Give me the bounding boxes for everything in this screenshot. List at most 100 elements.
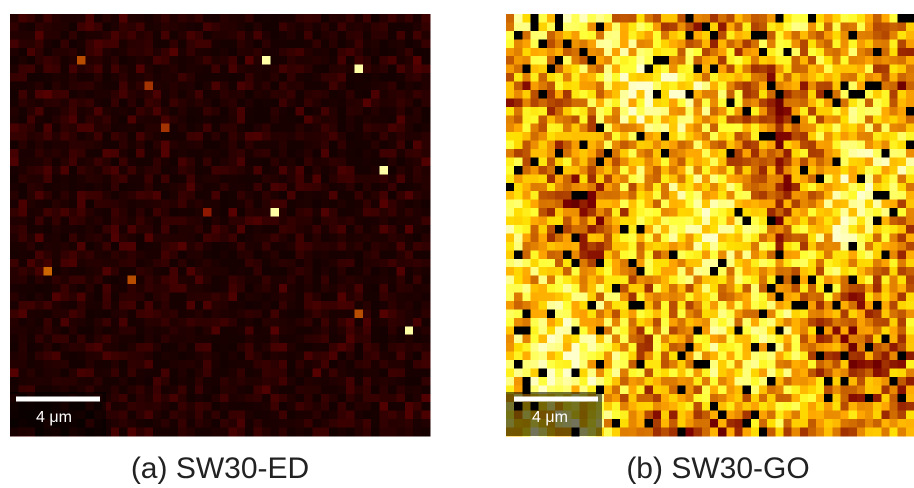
pixel [686,335,695,344]
pixel [563,293,572,302]
pixel [195,259,204,268]
pixel [555,368,564,377]
pixel [522,31,531,40]
pixel [530,377,539,386]
pixel [396,132,405,141]
pixel [530,174,539,183]
pixel [514,368,523,377]
pixel [718,343,727,352]
pixel [710,22,719,31]
pixel [808,174,817,183]
pixel [371,174,380,183]
pixel [890,65,899,74]
pixel [824,419,833,428]
pixel [119,233,128,242]
pixel [726,124,735,133]
pixel [612,141,621,150]
pixel [144,31,153,40]
pixel [579,352,588,361]
pixel [604,22,613,31]
pixel [178,385,187,394]
pixel [645,31,654,40]
pixel [881,284,890,293]
pixel [824,90,833,99]
pixel [287,419,296,428]
pixel [890,250,899,259]
pixel [890,394,899,403]
pixel [792,208,801,217]
pixel [620,301,629,310]
pixel [645,259,654,268]
pixel [555,259,564,268]
pixel [35,233,44,242]
pixel [620,250,629,259]
pixel [694,90,703,99]
pixel [94,90,103,99]
pixel [783,225,792,234]
pixel [808,411,817,420]
pixel [354,115,363,124]
pixel [865,166,874,175]
pixel [841,107,850,116]
pixel [588,259,597,268]
pixel [228,225,237,234]
pixel [321,259,330,268]
pixel [321,335,330,344]
pixel [628,31,637,40]
pixel [710,157,719,166]
pixel [588,149,597,158]
pixel [620,22,629,31]
pixel [808,14,817,23]
pixel [396,90,405,99]
pixel [604,98,613,107]
pixel [547,217,556,226]
pixel [783,411,792,420]
pixel [354,124,363,133]
pixel [35,98,44,107]
pixel [506,149,515,158]
pixel [628,385,637,394]
pixel [743,124,752,133]
pixel [405,141,414,150]
pixel [718,250,727,259]
pixel [873,394,882,403]
pixel [220,326,229,335]
pixel [270,368,279,377]
pixel [849,343,858,352]
pixel [203,208,212,217]
pixel [321,157,330,166]
pixel [743,65,752,74]
pixel [849,183,858,192]
pixel [628,48,637,57]
pixel [338,157,347,166]
pixel [245,191,254,200]
pixel [726,73,735,82]
pixel [645,183,654,192]
pixel [18,368,27,377]
pixel [254,335,263,344]
pixel [60,343,69,352]
pixel [60,22,69,31]
pixel [694,166,703,175]
pixel [413,267,422,276]
pixel [237,309,246,318]
pixel [563,318,572,327]
pixel [637,352,646,361]
pixel [637,293,646,302]
pixel [35,200,44,209]
pixel [371,217,380,226]
pixel [824,208,833,217]
pixel [388,157,397,166]
pixel [354,208,363,217]
pixel [312,65,321,74]
pixel [86,352,95,361]
pixel [661,157,670,166]
pixel [111,301,120,310]
pixel [808,217,817,226]
pixel [898,318,907,327]
pixel [338,301,347,310]
pixel [620,343,629,352]
pixel [18,377,27,386]
pixel [178,267,187,276]
pixel [413,22,422,31]
